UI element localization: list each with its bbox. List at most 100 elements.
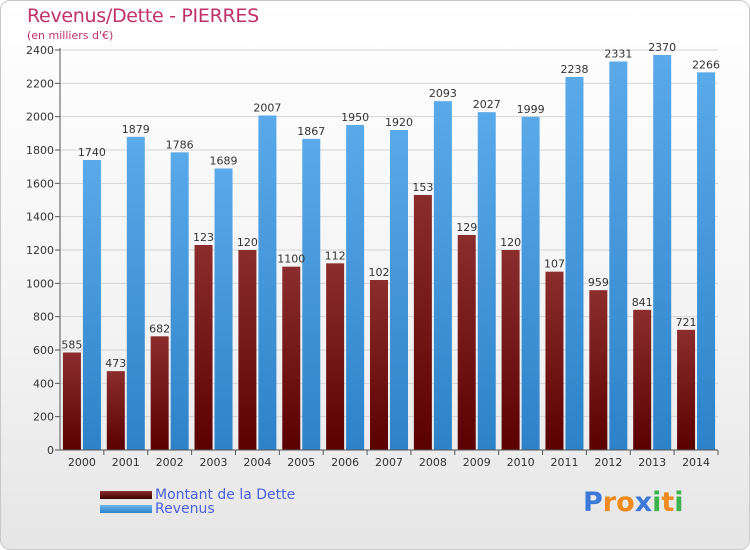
bar-debt xyxy=(194,245,213,450)
legend-swatch-debt xyxy=(100,491,152,499)
bar-debt xyxy=(677,329,696,450)
logo-letter: t xyxy=(661,487,675,518)
bar-debt xyxy=(501,250,520,450)
x-tick-label: 2008 xyxy=(419,456,447,469)
bar-debt xyxy=(370,280,388,450)
axis-layer: 0 200 400 600 800 1000 1200 1400 1600 1800 2000 220… xyxy=(26,44,719,469)
x-tick-label: 2002 xyxy=(156,456,184,469)
data-label-revenue: 1950 xyxy=(341,111,369,124)
data-label-revenue: 2238 xyxy=(560,63,588,76)
bar-debt xyxy=(282,266,301,450)
y-tick-label: 1000 xyxy=(26,277,54,290)
x-tick-label: 2003 xyxy=(200,456,228,469)
bar-debt xyxy=(238,250,257,450)
legend-label-debt: Montant de la Dette xyxy=(155,487,296,503)
data-label-revenue: 1867 xyxy=(297,125,325,138)
proxiti-logo: Proxiti xyxy=(583,487,684,518)
x-tick-label: 2010 xyxy=(507,456,535,469)
data-label-revenue: 2266 xyxy=(692,58,720,71)
bar-debt xyxy=(150,336,169,450)
y-tick-label: 600 xyxy=(33,344,54,357)
data-label-debt: 120 xyxy=(237,236,258,249)
chart-subtitle: (en milliers d'€) xyxy=(27,29,114,42)
y-tick-label: 1800 xyxy=(26,144,54,157)
x-tick-label: 2011 xyxy=(550,456,578,469)
data-label-revenue: 1740 xyxy=(78,146,106,159)
data-label-revenue: 1999 xyxy=(517,103,545,116)
logo-letter: i xyxy=(674,487,684,518)
bar-revenue xyxy=(82,160,101,450)
bar-revenue xyxy=(302,138,321,451)
grid-layer xyxy=(60,49,718,418)
bar-debt xyxy=(326,263,345,450)
data-label-debt: 120 xyxy=(500,236,521,249)
value-labels-layer: 585 1740 473 1879 682 1786 123 1689 120 2007 1100 1… xyxy=(61,41,720,370)
data-label-revenue: 2331 xyxy=(604,48,632,61)
y-tick-label: 2000 xyxy=(26,111,54,124)
x-tick-label: 2013 xyxy=(638,456,666,469)
data-label-debt: 129 xyxy=(456,221,477,234)
data-label-debt: 473 xyxy=(105,357,126,370)
data-label-revenue: 1689 xyxy=(210,155,238,168)
logo-letter: o xyxy=(616,487,635,518)
data-label-revenue: 2027 xyxy=(473,98,501,111)
x-tick-label: 2014 xyxy=(682,456,710,469)
bar-revenue xyxy=(346,125,365,450)
data-label-debt: 682 xyxy=(149,322,170,335)
data-label-revenue: 2007 xyxy=(253,102,281,115)
data-label-debt: 107 xyxy=(544,258,565,271)
bar-revenue xyxy=(653,55,672,450)
bar-revenue xyxy=(433,101,452,451)
legend-item-revenue: Revenus xyxy=(100,501,215,517)
data-label-revenue: 2370 xyxy=(648,41,676,54)
bar-revenue xyxy=(126,136,145,451)
data-label-revenue: 1786 xyxy=(166,138,194,151)
x-tick-label: 2006 xyxy=(331,456,359,469)
bar-revenue xyxy=(390,130,408,450)
legend-item-debt: Montant de la Dette xyxy=(100,487,295,503)
legend-label-revenue: Revenus xyxy=(155,501,215,517)
x-tick-label: 2000 xyxy=(68,456,96,469)
x-tick-label: 2009 xyxy=(463,456,491,469)
y-tick-label: 1400 xyxy=(26,211,54,224)
data-label-debt: 959 xyxy=(588,276,609,289)
bar-debt xyxy=(545,271,564,450)
x-tick-label: 2012 xyxy=(594,456,622,469)
chart-title: Revenus/Dette - PIERRES xyxy=(27,5,259,27)
y-tick-label: 400 xyxy=(33,377,54,390)
y-tick-label: 800 xyxy=(33,311,54,324)
data-label-debt: 123 xyxy=(193,231,214,244)
bar-revenue xyxy=(170,152,189,451)
bar-debt xyxy=(106,371,125,450)
bar-revenue xyxy=(609,61,628,450)
logo-letter: P xyxy=(583,487,603,518)
x-tick-label: 2004 xyxy=(243,456,271,469)
legend-swatch-revenue xyxy=(100,505,152,513)
data-label-debt: 721 xyxy=(676,316,697,329)
data-label-debt: 102 xyxy=(369,266,390,279)
bar-revenue xyxy=(521,116,540,450)
y-tick-label: 2200 xyxy=(26,77,54,90)
logo-letter: r xyxy=(602,487,617,518)
data-label-revenue: 1920 xyxy=(385,116,413,129)
data-label-debt: 112 xyxy=(325,249,346,262)
y-tick-label: 2400 xyxy=(26,44,54,57)
x-tick-label: 2005 xyxy=(287,456,315,469)
bars-layer xyxy=(62,55,716,451)
y-tick-label: 0 xyxy=(47,444,54,457)
bar-revenue xyxy=(697,72,716,450)
x-tick-label: 2001 xyxy=(112,456,140,469)
logo-letter: x xyxy=(634,487,653,518)
y-tick-label: 1600 xyxy=(26,177,54,190)
bar-debt xyxy=(413,195,432,450)
data-label-debt: 585 xyxy=(61,339,82,352)
data-label-debt: 841 xyxy=(632,296,653,309)
bar-revenue xyxy=(477,112,496,451)
x-tick-label: 2007 xyxy=(375,456,403,469)
bar-revenue xyxy=(565,77,584,450)
logo-letter: i xyxy=(652,487,662,518)
data-label-revenue: 1879 xyxy=(122,123,150,136)
bar-revenue xyxy=(214,168,233,450)
data-label-revenue: 2093 xyxy=(429,87,457,100)
